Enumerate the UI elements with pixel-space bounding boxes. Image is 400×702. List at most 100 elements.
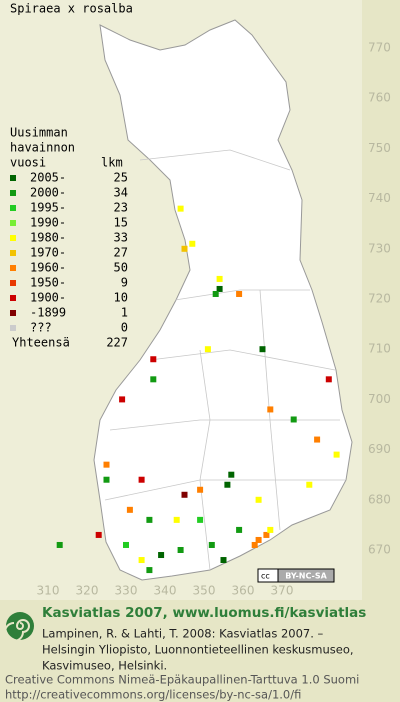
legend-count: 27 [114, 246, 128, 260]
legend-label: 2000- [30, 186, 66, 200]
legend-label: -1899 [30, 306, 66, 320]
legend-count: 34 [114, 186, 128, 200]
legend-label: 2005- [30, 171, 66, 185]
observation [314, 436, 321, 443]
legend-swatch [10, 235, 16, 241]
y-tick-label: 670 [368, 543, 391, 557]
observation [150, 356, 157, 363]
legend-swatch [10, 310, 16, 316]
observation [56, 541, 63, 548]
legend-label: 1995- [30, 201, 66, 215]
observation [204, 346, 211, 353]
observation [123, 541, 129, 548]
observation [220, 557, 227, 564]
observation [177, 547, 184, 553]
observation [251, 541, 258, 548]
x-tick-label: 360 [232, 584, 255, 598]
y-tick-label: 690 [368, 442, 391, 456]
observation [197, 486, 204, 493]
logo [4, 612, 34, 642]
cc-badge: cc BY-NC-SA [257, 568, 335, 583]
observation [263, 531, 270, 538]
legend-label: 1900- [30, 291, 66, 305]
title: Spiraea x rosalba [10, 2, 133, 16]
y-tick-label: 770 [368, 41, 391, 55]
x-tick-label: 330 [115, 584, 138, 598]
region-borders [104, 149, 345, 571]
legend-label: ??? [30, 321, 52, 335]
observation [236, 526, 243, 533]
legend-swatch [10, 280, 16, 286]
observation [216, 285, 223, 292]
legend-count: 15 [114, 216, 128, 230]
legend-label: 1990- [30, 216, 66, 230]
legend-count: 25 [114, 171, 128, 185]
observation [138, 557, 145, 564]
observation [189, 240, 196, 247]
legend-label: 1960- [30, 261, 66, 275]
observation [216, 275, 223, 282]
y-tick-label: 710 [368, 342, 391, 356]
y-tick-label: 750 [368, 141, 391, 155]
y-tick-label: 700 [368, 392, 391, 406]
observation [306, 481, 313, 488]
observation [333, 451, 340, 458]
legend-swatch [10, 295, 16, 301]
y-tick-label: 680 [368, 492, 391, 506]
observation [158, 552, 165, 559]
observation [255, 496, 262, 503]
observation [267, 406, 274, 413]
observation [267, 526, 274, 533]
x-tick-label: 340 [154, 584, 177, 598]
total-label: Yhteensä [12, 336, 70, 350]
observation [150, 376, 157, 383]
observation [325, 376, 332, 383]
cc-badge-text: BY-NC-SA [285, 572, 327, 581]
y-tick-label: 720 [368, 292, 391, 306]
citation: Helsingin Yliopisto, Luonnontieteellinen… [42, 643, 354, 657]
observation [126, 506, 133, 513]
y-tick-label: 730 [368, 241, 391, 255]
legend-swatch [10, 325, 16, 331]
legend-swatch [10, 220, 16, 226]
x-tick-label: 310 [37, 584, 60, 598]
observation [177, 205, 184, 212]
observation [103, 461, 110, 468]
legend-heading-line: havainnon [10, 141, 75, 155]
legend-swatch [10, 250, 16, 256]
legend-swatch [10, 175, 16, 181]
observation [103, 476, 110, 483]
observation [212, 290, 219, 297]
observation [224, 481, 231, 488]
observation [146, 516, 153, 523]
legend-swatch [10, 190, 16, 196]
legend-label: 1980- [30, 231, 66, 245]
legend-heading-line: vuosi [10, 156, 46, 170]
observation [173, 516, 180, 523]
x-tick-label: 320 [76, 584, 99, 598]
count-heading: lkm [101, 156, 123, 170]
total: 227 [106, 336, 128, 350]
observation [255, 536, 262, 543]
citation: Kasvimuseo, Helsinki. [42, 659, 167, 673]
legend-count: 10 [114, 291, 128, 305]
observation [119, 396, 126, 403]
x-tick-label: 350 [193, 584, 216, 598]
observation [259, 346, 266, 353]
observation [95, 531, 102, 538]
y-tick-label: 740 [368, 191, 391, 205]
legend-heading-line: Uusimman [10, 126, 68, 140]
legend-count: 23 [114, 201, 128, 215]
legend-label: 1970- [30, 246, 66, 260]
observation [181, 491, 188, 498]
legend-label: 1950- [30, 276, 66, 290]
observation [208, 541, 215, 548]
license-url: http://creativecommons.org/licenses/by-n… [5, 688, 301, 702]
legend-swatch [10, 265, 16, 271]
legend-count: 9 [121, 276, 128, 290]
citation: Lampinen, R. & Lahti, T. 2008: Kasviatla… [42, 627, 324, 641]
x-tick-label: 370 [271, 584, 294, 598]
observation [138, 476, 145, 483]
observation [146, 567, 153, 574]
